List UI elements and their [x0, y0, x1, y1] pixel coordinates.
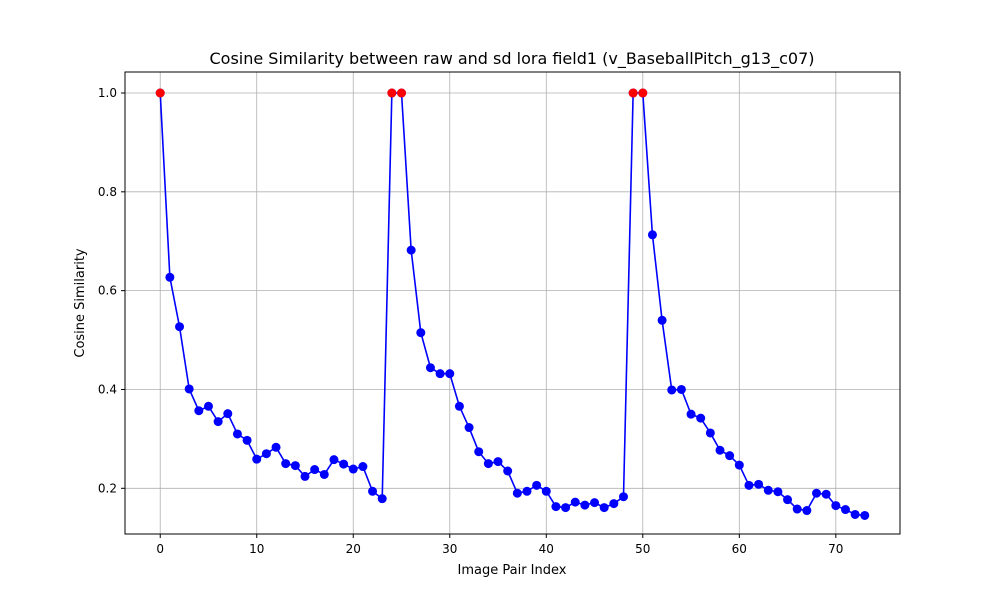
data-point — [541, 486, 551, 496]
y-tick-label: 1.0 — [98, 86, 117, 100]
data-point — [551, 502, 561, 512]
data-point — [783, 495, 793, 505]
data-point — [840, 505, 850, 515]
data-point — [454, 401, 464, 411]
data-point — [242, 435, 252, 445]
x-tick-label: 10 — [249, 542, 264, 556]
data-point — [184, 384, 194, 394]
data-point — [850, 509, 860, 519]
data-point — [725, 451, 735, 461]
data-point — [686, 409, 696, 419]
data-point — [213, 417, 223, 427]
data-point — [368, 486, 378, 496]
data-point — [744, 480, 754, 490]
data-point — [647, 230, 657, 240]
x-tick-label: 40 — [539, 542, 554, 556]
x-tick-label: 60 — [732, 542, 747, 556]
y-tick-label: 0.4 — [98, 382, 117, 396]
data-point — [281, 459, 291, 469]
data-point — [512, 488, 522, 498]
data-point — [754, 479, 764, 489]
data-point — [175, 322, 185, 332]
data-point — [522, 486, 532, 496]
data-point — [416, 328, 426, 338]
data-point — [590, 498, 600, 508]
data-point — [493, 457, 503, 467]
x-tick-label: 20 — [346, 542, 361, 556]
data-point — [435, 369, 445, 379]
data-point — [290, 461, 300, 471]
data-point — [696, 413, 706, 423]
x-tick-label: 70 — [828, 542, 843, 556]
series-group — [155, 88, 870, 520]
data-point — [812, 488, 822, 498]
plot-frame — [124, 71, 901, 535]
y-tick-label: 0.6 — [98, 284, 117, 298]
grid — [125, 72, 900, 534]
highlight-point — [638, 88, 648, 98]
data-point — [570, 497, 580, 507]
data-point — [406, 245, 416, 255]
data-point — [792, 504, 802, 514]
data-point — [223, 409, 233, 419]
data-point — [773, 487, 783, 497]
data-point — [203, 401, 213, 411]
x-axis: 0 10 20 30 40 50 60 70 — [156, 534, 843, 556]
highlight-point — [387, 88, 397, 98]
data-point — [445, 369, 455, 379]
data-point — [348, 464, 358, 474]
data-point — [705, 428, 715, 438]
data-point — [802, 506, 812, 516]
data-point — [599, 503, 609, 513]
data-point — [252, 454, 262, 464]
data-point — [860, 510, 870, 520]
highlight-point — [397, 88, 407, 98]
x-axis-label: Image Pair Index — [458, 563, 567, 578]
data-point — [715, 445, 725, 455]
data-point — [261, 449, 271, 459]
data-point — [580, 500, 590, 510]
data-point — [425, 363, 435, 373]
data-point — [358, 462, 368, 472]
data-point — [821, 489, 831, 499]
x-tick-label: 30 — [442, 542, 457, 556]
data-point — [609, 499, 619, 509]
data-point — [831, 501, 841, 511]
data-point — [329, 455, 339, 465]
x-tick-label: 50 — [635, 542, 650, 556]
data-point — [503, 466, 513, 476]
data-point — [676, 384, 686, 394]
y-axis-label: Cosine Similarity — [73, 248, 88, 358]
data-point — [319, 469, 329, 479]
data-point — [165, 272, 175, 282]
data-point — [483, 459, 493, 469]
x-tick-label: 0 — [156, 542, 164, 556]
data-point — [561, 503, 571, 513]
data-point — [657, 315, 667, 325]
data-point — [667, 385, 677, 395]
data-point — [763, 485, 773, 495]
data-point — [377, 494, 387, 504]
highlight-point — [155, 88, 165, 98]
data-point — [271, 442, 281, 452]
data-point — [300, 471, 310, 481]
data-point — [310, 465, 320, 475]
data-point — [339, 459, 349, 469]
data-point — [232, 429, 242, 439]
data-point — [734, 460, 744, 470]
y-tick-label: 0.2 — [98, 481, 117, 495]
data-point — [474, 447, 484, 457]
y-axis: 0.2 0.4 0.6 0.8 1.0 — [98, 86, 125, 495]
y-tick-label: 0.8 — [98, 185, 117, 199]
data-point — [532, 480, 542, 490]
data-point — [194, 406, 204, 416]
data-point — [618, 492, 628, 502]
chart-title: Cosine Similarity between raw and sd lor… — [209, 49, 814, 69]
highlight-point — [628, 88, 638, 98]
data-point — [464, 423, 474, 433]
